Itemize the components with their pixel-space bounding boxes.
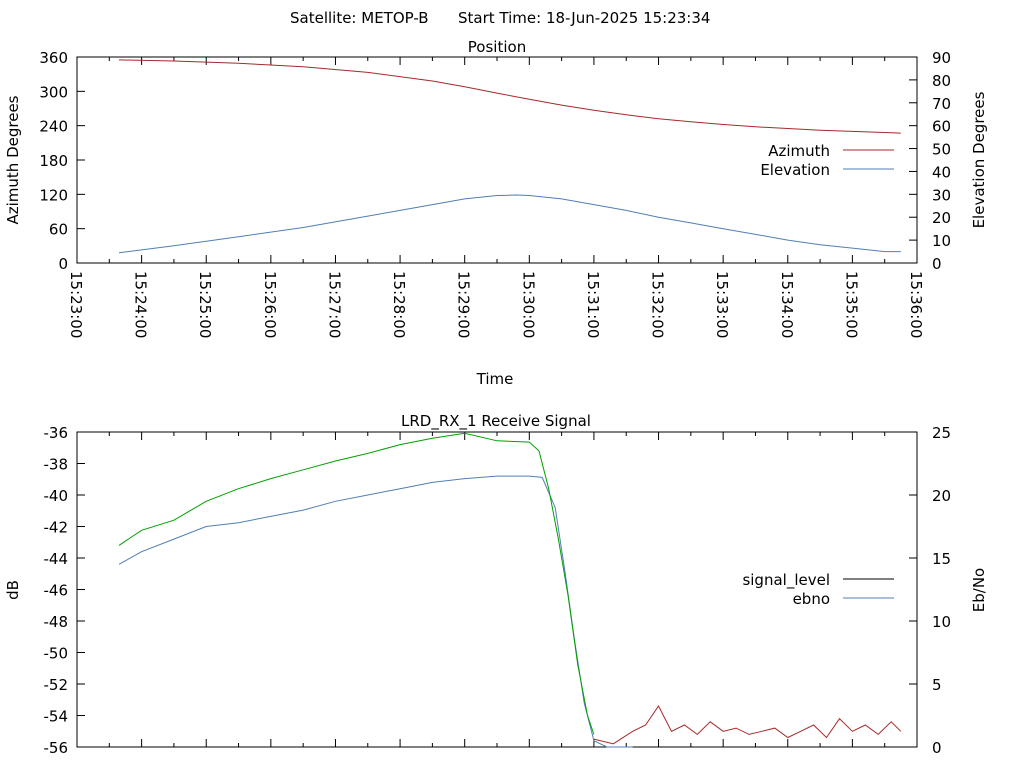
y2-tick-label: 90 (932, 49, 951, 67)
position-x-axis: 15:23:00 15:24:00 15:25:00 15:26:00 15:27:00… (67, 57, 925, 338)
y2-tick-label: 20 (932, 209, 951, 227)
position-chart-title: Position (468, 38, 526, 56)
x-tick-label: 15:31:00 (584, 271, 602, 338)
y-tick-label: 300 (39, 83, 68, 101)
y-tick-label: -50 (44, 645, 69, 663)
y-tick-label: 0 (58, 255, 68, 273)
x-tick-label: 15:27:00 (325, 271, 343, 338)
y-tick-label: 60 (49, 221, 68, 239)
y-tick-label: -38 (44, 456, 69, 474)
y2-tick-label: 50 (932, 141, 951, 159)
y-tick-label: 360 (39, 49, 68, 67)
y-tick-label: -44 (44, 550, 69, 568)
series-line-unlabeled-3 (593, 705, 902, 745)
start-time-label: Start Time: 18-Jun-2025 15:23:34 (458, 9, 710, 27)
signal-y2-axis-label: Eb/No (970, 568, 988, 612)
position-y-axis: 0 60 120 180 240 300 360 (39, 49, 85, 273)
x-tick-label: 15:23:00 (67, 271, 85, 338)
satellite-label: Satellite: METOP-B (290, 9, 429, 27)
y-tick-label: -42 (44, 519, 69, 537)
x-tick-label: 15:35:00 (842, 271, 860, 338)
y2-tick-label: 80 (932, 72, 951, 90)
position-y2-axis: 0 10 20 30 40 50 60 70 80 90 (909, 49, 951, 273)
signal-chart: LRD_RX_1 Receive Signal -36-38-40-42-44-… (4, 412, 988, 757)
x-tick-label: 15:24:00 (132, 271, 150, 338)
legend-label-signal-level: signal_level (742, 571, 830, 590)
y-tick-label: 120 (39, 186, 68, 204)
y2-tick-label: 60 (932, 118, 951, 136)
y2-tick-label: 10 (932, 613, 951, 631)
x-tick-label: 15:30:00 (519, 271, 537, 338)
series-line-ebno (118, 475, 633, 748)
y-tick-label: -52 (44, 676, 69, 694)
y-tick-label: -40 (44, 487, 69, 505)
y-tick-label: -54 (44, 708, 69, 726)
y-tick-label: -56 (44, 739, 69, 757)
position-y2-axis-label: Elevation Degrees (970, 91, 988, 228)
position-y-axis-label: Azimuth Degrees (4, 95, 22, 224)
y2-tick-label: 10 (932, 232, 951, 250)
x-tick-label: 15:33:00 (713, 271, 731, 338)
position-series (118, 59, 901, 254)
signal-y2-axis: 0 5 10 15 20 25 (909, 424, 951, 757)
series-line-azimuth (118, 59, 901, 134)
signal-legend: signal_level ebno (742, 571, 894, 608)
x-tick-label: 15:29:00 (455, 271, 473, 338)
y2-tick-label: 0 (932, 739, 942, 757)
y2-tick-label: 20 (932, 487, 951, 505)
legend-label-ebno: ebno (793, 590, 830, 608)
x-tick-label: 15:34:00 (778, 271, 796, 338)
legend-label-elevation: Elevation (760, 161, 830, 179)
x-tick-label: 15:28:00 (390, 271, 408, 338)
y2-tick-label: 0 (932, 255, 942, 273)
signal-chart-title: LRD_RX_1 Receive Signal (401, 412, 591, 431)
signal-series (118, 432, 902, 748)
signal-chart-frame (76, 431, 918, 748)
y2-tick-label: 30 (932, 186, 951, 204)
legend-label-azimuth: Azimuth (768, 142, 830, 160)
signal-y-axis: -36 -38 -40 -42 -44 -46 -48 -50 -52 -54 -56 (44, 424, 85, 757)
position-chart: Position 15:23:00 15:24:00 15:25:00 15:26:0… (4, 38, 988, 388)
series-line-unlabeled-2 (118, 432, 595, 735)
signal-y-axis-label: dB (4, 580, 22, 600)
y-tick-label: 240 (39, 118, 68, 136)
y2-tick-label: 70 (932, 95, 951, 113)
x-tick-label: 15:25:00 (196, 271, 214, 338)
signal-x-axis (76, 432, 918, 747)
x-tick-label: 15:36:00 (907, 271, 925, 338)
y-tick-label: -48 (44, 613, 69, 631)
x-tick-label: 15:32:00 (649, 271, 667, 338)
y2-tick-label: 15 (932, 550, 951, 568)
y2-tick-label: 40 (932, 163, 951, 181)
position-x-axis-label: Time (476, 370, 514, 388)
y-tick-label: 180 (39, 152, 68, 170)
y-tick-label: -36 (44, 424, 69, 442)
position-legend: Azimuth Elevation (760, 142, 894, 179)
y-tick-label: -46 (44, 582, 69, 600)
series-line-elevation (118, 194, 901, 254)
position-chart-frame (76, 56, 918, 264)
y2-tick-label: 25 (932, 424, 951, 442)
x-tick-label: 15:26:00 (261, 271, 279, 338)
y2-tick-label: 5 (932, 676, 942, 694)
